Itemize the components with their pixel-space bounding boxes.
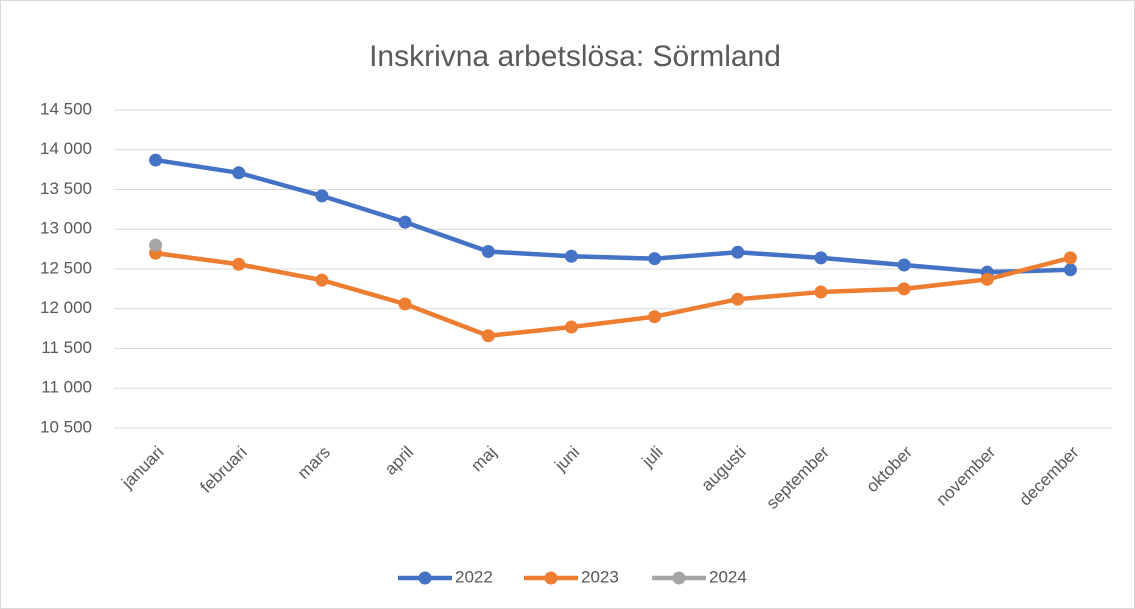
data-point [648,310,662,324]
data-point [1063,251,1077,265]
legend-label: 2023 [581,567,619,586]
legend-label: 2022 [455,567,493,586]
data-point [731,245,745,259]
data-point [731,292,745,306]
y-tick-label: 13 000 [40,219,92,238]
data-point [814,285,828,299]
legend-label: 2024 [709,567,747,586]
chart-title: Inskrivna arbetslösa: Sörmland [369,40,781,73]
data-point [897,258,911,272]
data-point [980,272,994,286]
data-point [481,329,495,343]
data-point [1063,263,1077,277]
data-point [897,282,911,296]
data-point [232,257,246,271]
y-tick-label: 14 500 [40,99,92,118]
data-point [564,320,578,334]
data-point [149,238,163,252]
y-tick-label: 14 000 [40,139,92,158]
legend-marker [418,571,432,585]
data-point [315,273,329,287]
data-point [564,249,578,263]
data-point [648,252,662,266]
y-tick-label: 13 500 [40,179,92,198]
y-tick-label: 11 000 [41,378,92,397]
data-point [398,297,412,311]
data-point [481,245,495,259]
data-point [315,189,329,203]
y-tick-label: 11 500 [41,338,92,357]
y-tick-label: 10 500 [40,417,92,436]
legend-marker [544,571,558,585]
y-tick-label: 12 500 [40,258,92,277]
y-tick-label: 12 000 [40,298,92,317]
data-point [814,251,828,265]
data-point [232,166,246,180]
series-line [155,250,1071,339]
series-line [155,157,1071,275]
legend-marker [672,571,686,585]
data-point [398,215,412,229]
data-point [149,153,163,167]
